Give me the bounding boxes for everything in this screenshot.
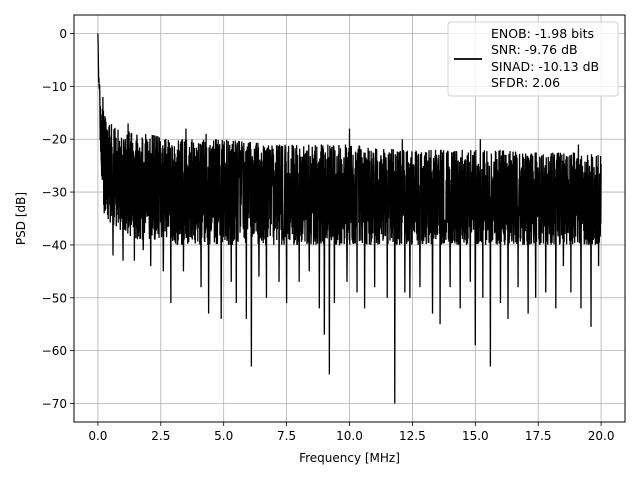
x-axis-ticks: 0.0 2.5 5.0 7.5 10.0 12.5 15.0 17.5 20.0: [88, 422, 614, 443]
x-axis-label: Frequency [MHz]: [299, 451, 400, 465]
x-tick-label: 12.5: [399, 429, 426, 443]
y-tick-label: −40: [42, 238, 67, 252]
legend-sfdr: SFDR: 2.06: [491, 75, 560, 90]
psd-series-line: [97, 33, 602, 404]
data-layer: [97, 33, 602, 404]
legend: ENOB: -1.98 bits SNR: -9.76 dB SINAD: -1…: [447, 21, 619, 97]
y-tick-label: −20: [42, 133, 67, 147]
x-tick-label: 17.5: [525, 429, 552, 443]
y-tick-label: −10: [42, 80, 67, 94]
y-tick-label: −60: [42, 344, 67, 358]
legend-box: [447, 21, 619, 97]
y-axis-label: PSD [dB]: [14, 192, 28, 245]
x-tick-label: 15.0: [462, 429, 489, 443]
legend-enob: ENOB: -1.98 bits: [491, 26, 594, 41]
x-tick-label: 20.0: [588, 429, 615, 443]
y-tick-label: −70: [42, 397, 67, 411]
x-tick-label: 0.0: [88, 429, 107, 443]
y-tick-label: −50: [42, 291, 67, 305]
x-tick-label: 5.0: [214, 429, 233, 443]
x-tick-label: 2.5: [151, 429, 170, 443]
x-tick-label: 10.0: [336, 429, 363, 443]
x-tick-label: 7.5: [277, 429, 296, 443]
legend-sinad: SINAD: -10.13 dB: [491, 59, 599, 74]
y-axis-ticks: 0 −10 −20 −30 −40 −50 −60 −70: [42, 27, 74, 411]
y-tick-label: 0: [59, 27, 67, 41]
y-tick-label: −30: [42, 186, 67, 200]
legend-snr: SNR: -9.76 dB: [491, 42, 578, 57]
